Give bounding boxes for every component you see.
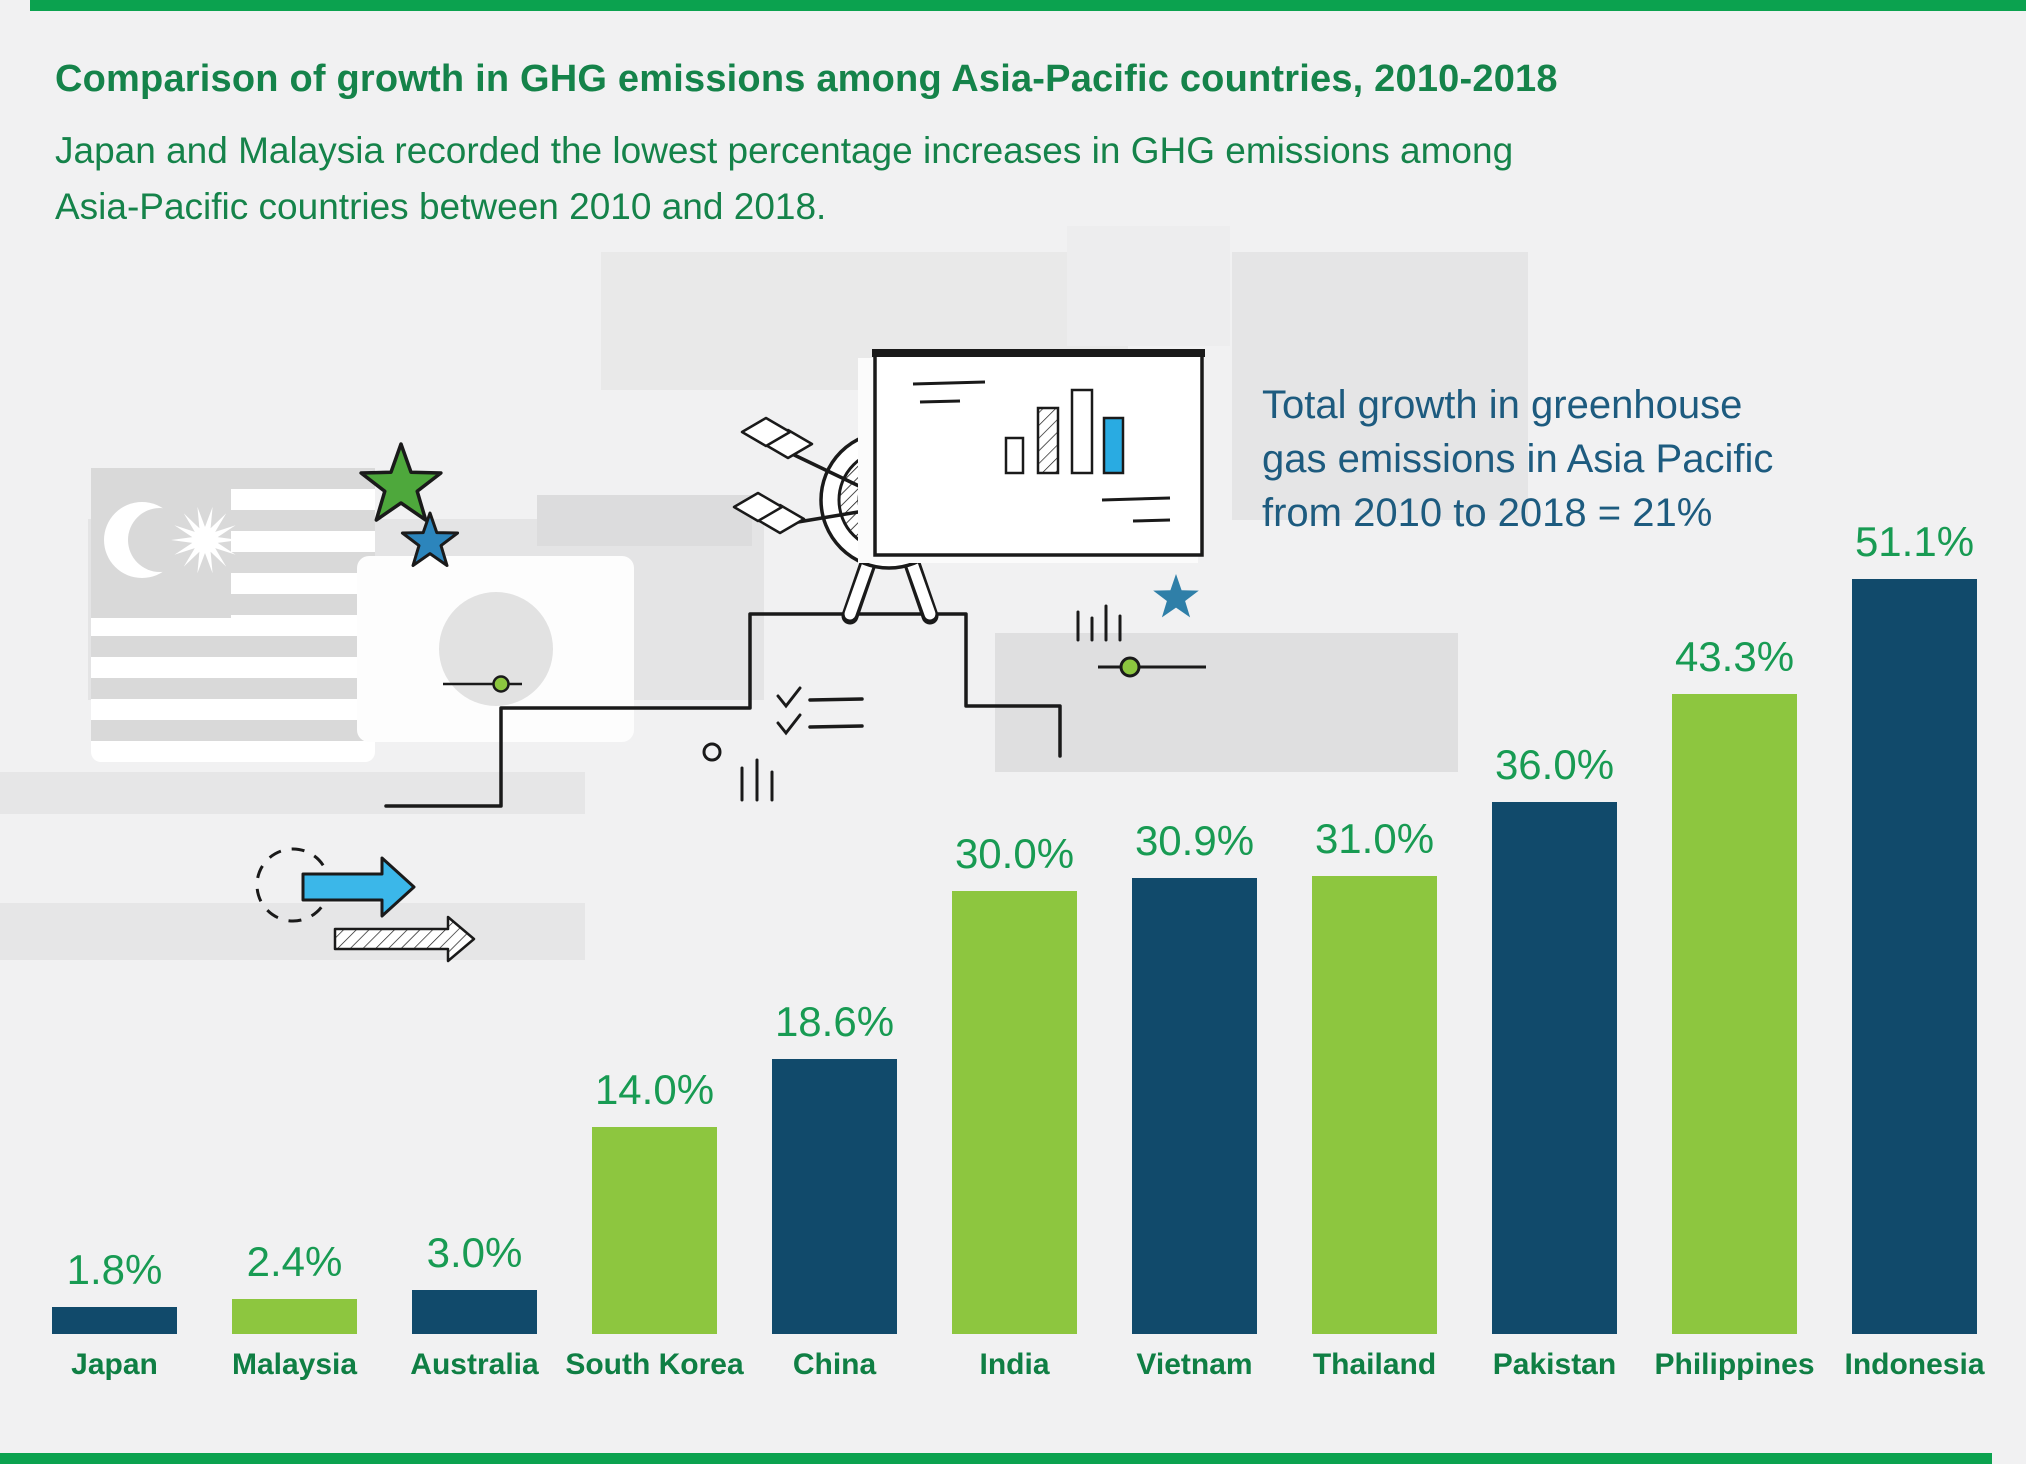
bar-country-label: Malaysia — [231, 1348, 358, 1381]
bar-value-label: 31.0% — [1314, 815, 1435, 862]
bar — [772, 1059, 897, 1334]
bar-group-thailand: 31.0% Thailand — [1312, 554, 1437, 1380]
total-growth-annotation: Total growth in greenhouse gas emissions… — [1262, 378, 1773, 540]
cyan-arrow-icon — [301, 856, 416, 918]
bottom-accent-bar — [0, 1453, 1992, 1464]
bar-group-australia: 3.0% Australia — [410, 554, 538, 1380]
bar-group-japan: 1.8% Japan — [52, 554, 177, 1380]
bar — [592, 1127, 717, 1334]
checklist-sketch — [776, 686, 864, 736]
whiteboard-chart-icon — [858, 349, 1205, 563]
green-star-icon — [359, 442, 443, 522]
top-accent-bar — [30, 0, 2026, 11]
circle-doodle — [702, 742, 722, 762]
bar-country-label: India — [979, 1348, 1050, 1381]
bar-country-label: South Korea — [565, 1348, 744, 1381]
bar-group-india: 30.0% India — [952, 554, 1077, 1380]
slider-icon-right — [1098, 656, 1206, 678]
stairs-sketch — [384, 612, 1062, 808]
malaysia-sun-star — [171, 506, 239, 574]
bar-country-label: Philippines — [1654, 1348, 1815, 1381]
bar-country-label: China — [792, 1348, 877, 1381]
bar-value-label: 14.0% — [594, 1066, 715, 1113]
tally-marks-sketch-right — [1076, 604, 1122, 642]
target-arrows — [732, 416, 885, 535]
bar-value-label: 30.0% — [954, 830, 1075, 877]
bar-value-label: 1.8% — [66, 1246, 163, 1293]
bar-value-label: 30.9% — [1134, 817, 1255, 864]
bar-country-label: Thailand — [1312, 1348, 1437, 1381]
bar-value-label: 43.3% — [1674, 633, 1795, 680]
bar-country-label: Indonesia — [1844, 1348, 1985, 1381]
page-title: Comparison of growth in GHG emissions am… — [55, 58, 1558, 100]
bar-group-philippines: 43.3% Philippines — [1654, 554, 1814, 1380]
bar — [52, 1307, 177, 1334]
slider-icon-left — [443, 675, 522, 693]
hatched-arrow-icon — [333, 915, 476, 963]
annotation-line3: from 2010 to 2018 = 21% — [1262, 491, 1713, 535]
bar-group-south-korea: 14.0% South Korea — [565, 554, 743, 1380]
bar — [1852, 579, 1977, 1334]
bar-group-indonesia: 51.1% Indonesia — [1844, 519, 1984, 1380]
japan-flag-icon — [357, 556, 634, 742]
bar — [1132, 878, 1257, 1334]
bar-value-label: 2.4% — [246, 1238, 343, 1285]
bar — [1492, 802, 1617, 1334]
bar-value-label: 18.6% — [774, 998, 895, 1045]
blue-star-icon-right — [1153, 574, 1199, 618]
bar-value-label: 51.1% — [1854, 518, 1975, 565]
page-subtitle-line1: Japan and Malaysia recorded the lowest p… — [55, 130, 1514, 171]
bar-value-label: 3.0% — [426, 1229, 523, 1276]
malaysia-flag-icon — [91, 468, 375, 762]
bar — [1312, 876, 1437, 1334]
bar-group-pakistan: 36.0% Pakistan — [1492, 554, 1617, 1380]
bar-country-label: Vietnam — [1136, 1348, 1253, 1381]
page-subtitle-line2: Asia-Pacific countries between 2010 and … — [55, 186, 827, 227]
tally-marks-sketch-left — [740, 758, 774, 802]
bar-country-label: Japan — [71, 1348, 158, 1381]
bar-group-china: 18.6% China — [772, 554, 897, 1380]
bar-value-label: 36.0% — [1494, 741, 1615, 788]
bar-country-label: Pakistan — [1492, 1348, 1617, 1381]
annotation-line1: Total growth in greenhouse — [1262, 383, 1743, 427]
bar — [412, 1290, 537, 1334]
bar — [952, 891, 1077, 1334]
bar-group-malaysia: 2.4% Malaysia — [232, 554, 357, 1380]
bar-country-label: Australia — [410, 1348, 539, 1381]
bar-group-vietnam: 30.9% Vietnam — [1132, 554, 1257, 1380]
annotation-line2: gas emissions in Asia Pacific — [1262, 437, 1774, 481]
bar — [1672, 694, 1797, 1334]
blue-star-icon — [400, 511, 460, 567]
bar — [232, 1299, 357, 1334]
